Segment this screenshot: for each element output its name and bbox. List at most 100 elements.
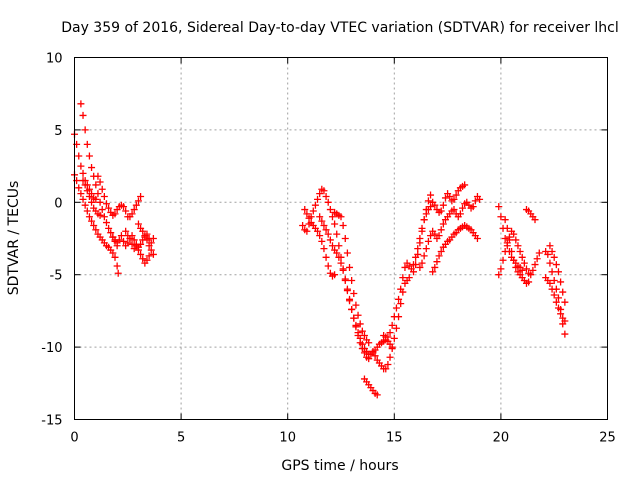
data-point (322, 226, 330, 234)
data-point (382, 365, 390, 373)
data-point (137, 240, 145, 248)
data-point (134, 197, 142, 205)
data-point (435, 252, 443, 260)
data-point (424, 197, 432, 205)
data-point (83, 207, 91, 215)
data-point (352, 301, 360, 309)
data-point (501, 248, 509, 256)
grid-lines (74, 57, 608, 420)
data-point (77, 100, 85, 108)
data-point (476, 195, 484, 203)
data-point (497, 213, 505, 221)
data-point (518, 253, 526, 261)
data-point (412, 261, 420, 269)
x-tick-label: 20 (493, 431, 510, 446)
data-point (343, 285, 351, 293)
data-point (331, 271, 339, 279)
data-point (92, 226, 100, 234)
data-point (320, 221, 328, 229)
data-point (427, 191, 435, 199)
data-point (120, 203, 128, 211)
data-point (365, 355, 373, 363)
data-point (354, 311, 362, 319)
data-point (427, 232, 435, 240)
data-point (429, 268, 437, 276)
data-point (341, 235, 349, 242)
data-point (388, 345, 396, 353)
data-point (352, 323, 360, 331)
data-point (358, 345, 366, 353)
y-tick-label: -5 (50, 269, 63, 284)
data-point (495, 203, 503, 211)
data-point (316, 190, 324, 198)
data-point (358, 327, 366, 335)
data-point (100, 193, 108, 201)
data-point (512, 263, 520, 271)
data-point (431, 201, 439, 209)
data-point (522, 265, 530, 273)
data-point (399, 274, 407, 282)
data-point (324, 198, 332, 206)
data-point (390, 334, 398, 342)
data-point (516, 248, 524, 256)
data-point (128, 210, 136, 218)
data-point (365, 339, 373, 347)
data-point (341, 275, 349, 283)
data-point (386, 353, 394, 361)
data-point (450, 206, 458, 214)
data-point (418, 259, 426, 267)
series-trace-24 (542, 248, 569, 338)
data-point (422, 245, 430, 253)
data-point (309, 207, 317, 215)
y-axis-title: SDTVAR / TECUs (6, 181, 22, 296)
data-point (337, 259, 345, 267)
y-tick-label: 10 (46, 52, 63, 67)
data-point (452, 191, 460, 199)
data-point (392, 324, 400, 332)
data-point (328, 242, 336, 250)
data-point (331, 220, 339, 228)
data-point (92, 195, 100, 203)
data-point (510, 230, 518, 238)
x-tick-label: 5 (177, 431, 185, 446)
data-point (335, 253, 343, 261)
data-point (533, 255, 541, 263)
data-point (384, 333, 392, 341)
data-point (318, 237, 326, 245)
data-point (373, 391, 381, 399)
data-point (431, 263, 439, 271)
data-point (102, 219, 110, 227)
data-point (520, 259, 528, 267)
y-tick-label: -10 (41, 341, 62, 356)
data-point (554, 304, 562, 312)
data-point (145, 242, 153, 250)
data-point (333, 230, 341, 238)
data-point (527, 271, 535, 279)
data-point (90, 221, 98, 229)
series-trace-18 (416, 193, 484, 271)
data-point (360, 332, 368, 340)
series-trace-2 (71, 130, 100, 203)
x-tick-label: 15 (386, 431, 403, 446)
series-trace-1 (77, 100, 121, 250)
data-point (395, 295, 403, 303)
y-tick-label: -15 (41, 414, 62, 429)
series-trace-10 (301, 206, 339, 280)
data-point (132, 201, 140, 209)
data-point (122, 227, 130, 235)
data-point (550, 253, 558, 261)
data-point (335, 242, 343, 250)
data-point (437, 248, 445, 256)
data-point (510, 256, 518, 264)
data-point (109, 249, 117, 257)
data-point (390, 313, 398, 321)
data-point (354, 332, 362, 340)
data-point (105, 224, 113, 232)
series-trace-17 (409, 191, 435, 276)
chart-title: Day 359 of 2016, Sidereal Day-to-day VTE… (61, 20, 619, 36)
series-trace-22 (501, 216, 533, 287)
data-point (139, 255, 147, 263)
data-point (427, 203, 435, 211)
data-point (497, 265, 505, 273)
series-trace-12 (331, 208, 373, 347)
